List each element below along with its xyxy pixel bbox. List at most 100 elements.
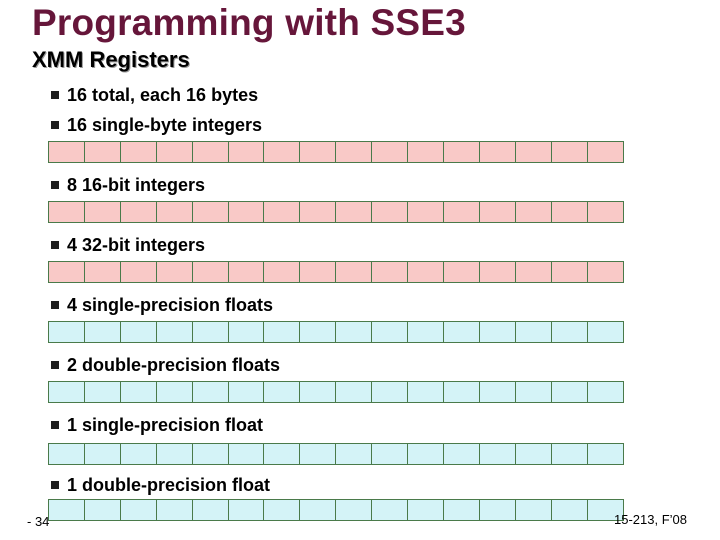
register-byte-cell: [48, 499, 86, 521]
slide-title: Programming with SSE3: [32, 2, 466, 43]
register-byte-cell: [550, 141, 589, 163]
register-byte-cell: [227, 141, 265, 163]
register-byte-cell: [442, 499, 481, 521]
register-byte-cell: [263, 381, 301, 403]
bullet-byte-integers: 16 single-byte integers: [51, 113, 262, 137]
register-byte-cell: [155, 201, 194, 223]
register-byte-cell: [442, 261, 481, 283]
register-byte-cell: [550, 443, 589, 465]
register-byte-cell: [442, 443, 481, 465]
register-byte-cell: [371, 201, 409, 223]
register-byte-cell: [48, 321, 86, 343]
register-byte-cell: [155, 261, 194, 283]
register-byte-cell: [442, 321, 481, 343]
register-byte-cell: [299, 141, 337, 163]
register-byte-cell: [478, 141, 517, 163]
register-1xdouble: [48, 499, 624, 521]
register-byte-cell: [191, 443, 230, 465]
register-byte-cell: [227, 443, 265, 465]
register-byte-cell: [83, 499, 122, 521]
bullet-text: 2 double-precision floats: [67, 354, 281, 375]
register-byte-cell: [299, 499, 337, 521]
register-byte-cell: [335, 499, 373, 521]
register-byte-cell: [263, 141, 301, 163]
register-byte-cell: [371, 443, 409, 465]
register-byte-cell: [407, 261, 445, 283]
register-byte-cell: [191, 381, 230, 403]
register-byte-cell: [407, 321, 445, 343]
register-byte-cell: [119, 201, 158, 223]
register-byte-cell: [478, 499, 517, 521]
bullet-one-double-float: 1 double-precision float: [51, 473, 270, 497]
register-byte-cell: [299, 261, 337, 283]
register-byte-cell: [227, 201, 265, 223]
register-byte-cell: [586, 201, 624, 223]
register-byte-cell: [514, 499, 553, 521]
register-byte-cell: [48, 443, 86, 465]
bullet-text: 8 16-bit integers: [67, 174, 206, 195]
register-byte-cell: [335, 201, 373, 223]
page-number: - 34: [27, 514, 50, 529]
register-byte-cell: [119, 499, 158, 521]
register-8x16bit: [48, 201, 624, 223]
register-byte-cell: [299, 321, 337, 343]
register-byte-cell: [478, 261, 517, 283]
square-bullet-icon: [51, 91, 59, 99]
register-byte-cell: [299, 381, 337, 403]
register-byte-cell: [550, 261, 589, 283]
bullet-text: 4 single-precision floats: [67, 294, 274, 315]
register-byte-cell: [227, 321, 265, 343]
register-byte-cell: [83, 321, 122, 343]
bullet-32bit-integers: 4 32-bit integers: [51, 233, 205, 257]
register-byte-cell: [371, 261, 409, 283]
register-byte-cell: [407, 499, 445, 521]
register-byte-cell: [191, 321, 230, 343]
register-byte-cell: [263, 499, 301, 521]
register-byte-cell: [299, 443, 337, 465]
register-byte-cell: [335, 443, 373, 465]
register-2xdouble: [48, 381, 624, 403]
register-byte-cell: [263, 201, 301, 223]
square-bullet-icon: [51, 241, 59, 249]
register-byte-cell: [119, 141, 158, 163]
register-byte-cell: [155, 141, 194, 163]
register-byte-cell: [83, 141, 122, 163]
register-byte-cell: [478, 443, 517, 465]
register-byte-cell: [48, 381, 86, 403]
register-byte-cell: [48, 141, 86, 163]
register-byte-cell: [478, 381, 517, 403]
bullet-text: 4 32-bit integers: [67, 234, 206, 255]
register-16x8bit: [48, 141, 624, 163]
register-byte-cell: [514, 321, 553, 343]
square-bullet-icon: [51, 181, 59, 189]
bullet-text: 16 single-byte integers: [67, 114, 263, 135]
square-bullet-icon: [51, 121, 59, 129]
register-byte-cell: [155, 443, 194, 465]
register-byte-cell: [514, 141, 553, 163]
register-byte-cell: [155, 499, 194, 521]
register-byte-cell: [371, 141, 409, 163]
register-byte-cell: [227, 261, 265, 283]
bullet-single-floats: 4 single-precision floats: [51, 293, 273, 317]
register-byte-cell: [83, 201, 122, 223]
register-byte-cell: [371, 381, 409, 403]
register-byte-cell: [586, 141, 624, 163]
register-byte-cell: [550, 321, 589, 343]
bullet-16bit-integers: 8 16-bit integers: [51, 173, 205, 197]
register-byte-cell: [227, 381, 265, 403]
bullet-text: 1 double-precision float: [67, 474, 271, 495]
register-byte-cell: [263, 321, 301, 343]
square-bullet-icon: [51, 361, 59, 369]
register-byte-cell: [514, 443, 553, 465]
register-byte-cell: [191, 201, 230, 223]
register-1xfloat: [48, 443, 624, 465]
register-byte-cell: [155, 381, 194, 403]
register-byte-cell: [48, 201, 86, 223]
register-byte-cell: [550, 499, 589, 521]
register-byte-cell: [119, 443, 158, 465]
register-byte-cell: [119, 321, 158, 343]
register-byte-cell: [263, 443, 301, 465]
register-byte-cell: [478, 201, 517, 223]
register-byte-cell: [514, 381, 553, 403]
register-byte-cell: [550, 381, 589, 403]
